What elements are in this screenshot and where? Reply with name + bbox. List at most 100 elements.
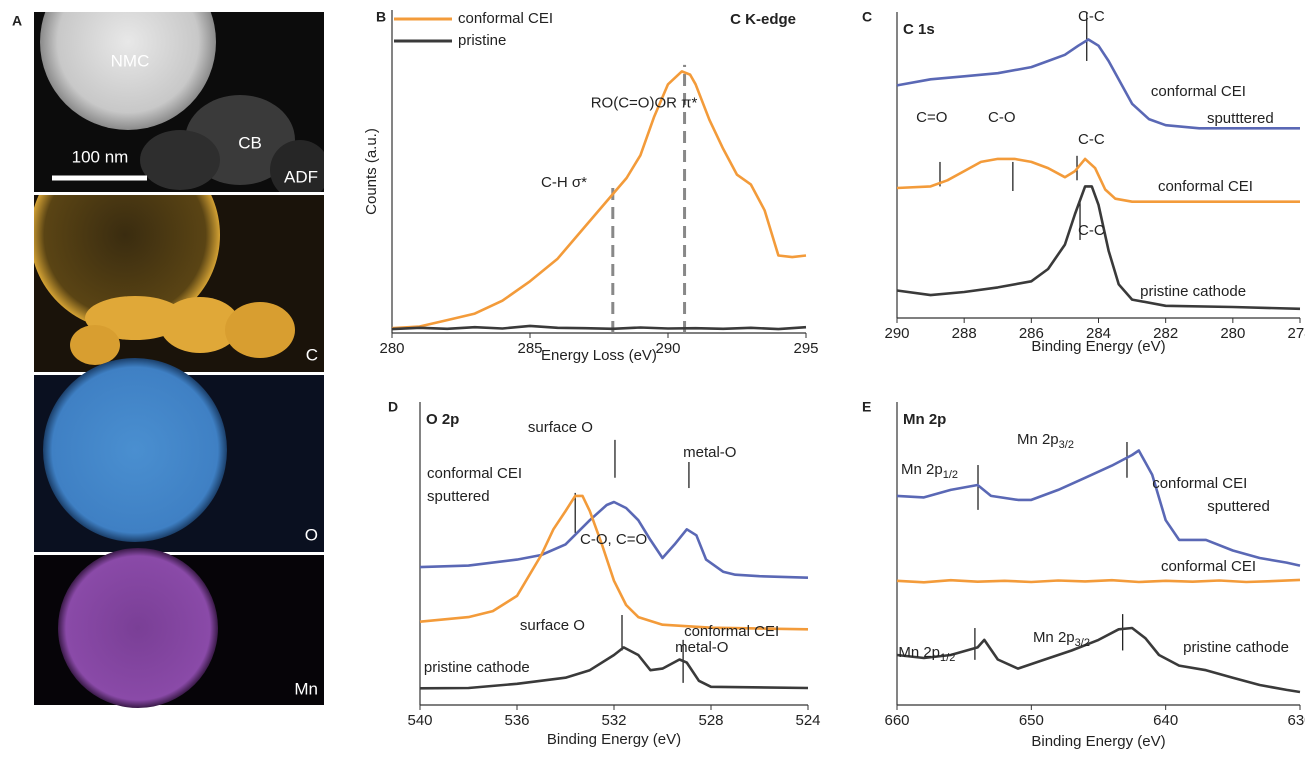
annotation-text: metal-O [675,639,728,656]
panel-label: B [376,9,386,25]
series-line [419,646,809,690]
x-tick-label: 650 [1019,712,1044,729]
x-tick-label: 282 [1153,325,1178,342]
annotation-text: pristine cathode [424,659,530,676]
annotation: conformal CEI [1151,83,1246,100]
annotation-text: pristine cathode [1140,283,1246,300]
annotation: pristine cathode [1183,639,1289,656]
annotation: C-O [988,109,1016,126]
annotation-text: C-H σ* [541,174,587,191]
x-tick-label: 640 [1153,712,1178,729]
annotation-text: sputtered [1207,498,1270,515]
panel-label: D [388,399,398,415]
annotation: conformal CEI [1158,178,1253,195]
annotation-text: conformal CEI [1152,475,1247,492]
x-tick-label: 536 [504,712,529,729]
x-tick-label: 532 [601,712,626,729]
x-tick-label: 524 [795,712,820,729]
panel-title: C 1s [903,21,935,38]
image-tiles [34,12,324,708]
annotation: C=O [916,109,947,126]
annotation-text: sputtered [427,488,490,505]
scale-label: 100 nm [72,147,129,166]
series-line [391,324,807,331]
series-line [896,626,1301,694]
annotation-text: Mn 2p [1017,431,1059,448]
legend-label: pristine [458,32,506,49]
image-annotation: NMC [111,51,150,70]
panel-label: E [862,399,871,415]
panel-title: C K-edge [730,11,796,28]
x-tick-label: 280 [1220,325,1245,342]
x-tick-label: 295 [793,340,818,357]
annotation-text: conformal CEI [1161,558,1256,575]
series-line [896,185,1301,311]
annotation-text: surface O [520,617,585,634]
o-particle [43,358,227,542]
annotation: pristine cathode [424,659,530,676]
annotation: C-C [1078,8,1105,25]
annotation-text: C=O [916,109,947,126]
tile-label: C [306,345,318,364]
annotation: sputtered [427,488,490,505]
x-axis-title: Binding Energy (eV) [547,731,681,748]
x-tick-label: 540 [407,712,432,729]
x-axis-title: Binding Energy (eV) [1031,733,1165,750]
annotation: conformal CEI [1152,475,1247,492]
annotation-text: Mn 2p [1033,629,1075,646]
annotation-text: sputttered [1207,110,1274,127]
annotation-text: metal-O [683,444,736,461]
annotation: C-C [1078,222,1105,239]
annotation: Mn 2p3/2 [1033,629,1090,649]
annotation-text: conformal CEI [684,623,779,640]
annotation-text: C-C [1078,131,1105,148]
annotation: sputttered [1207,110,1274,127]
annotation-text: conformal CEI [427,465,522,482]
tile-label: ADF [284,167,318,186]
annotation-text: conformal CEI [1151,83,1246,100]
annotation: Mn 2p1/2 [901,461,958,481]
annotation-subscript: 1/2 [940,652,955,664]
annotation: Mn 2p3/2 [1017,431,1074,451]
x-tick-label: 660 [884,712,909,729]
annotation-text: C-O, C=O [580,531,647,548]
panel-title: O 2p [426,411,459,428]
annotation-subscript: 3/2 [1075,637,1090,649]
x-tick-label: 630 [1287,712,1305,729]
annotation: sputtered [1207,498,1270,515]
annotation: conformal CEI [1161,558,1256,575]
annotation: metal-O [683,444,736,461]
annotation: C-H σ* [541,174,587,191]
image-annotation: CB [238,133,262,152]
panel-label: A [12,13,22,29]
annotation-text: Mn 2p [901,461,943,478]
panel-title: Mn 2p [903,411,946,428]
series-line [419,494,809,631]
series-line [896,578,1301,584]
x-tick-label: 286 [1019,325,1044,342]
c-image [34,195,295,365]
series-line [896,449,1301,567]
annotation-text: Mn 2p [898,644,940,661]
series-line [419,500,809,579]
annotation: surface O [520,617,585,634]
annotation: pristine cathode [1140,283,1246,300]
x-tick-label: 280 [379,340,404,357]
x-tick-label: 290 [655,340,680,357]
y-axis-title: Counts (a.u.) [363,128,380,215]
series-line [391,70,807,330]
annotation-text: pristine cathode [1183,639,1289,656]
annotation-text: conformal CEI [1158,178,1253,195]
series-line [896,38,1300,130]
tile-label: O [305,525,318,544]
x-tick-label: 278 [1287,325,1305,342]
annotation-text: RO(C=O)OR π* [591,95,698,112]
annotation-text: surface O [528,419,593,436]
series-line [896,157,1300,203]
x-tick-label: 290 [884,325,909,342]
annotation: C-C [1078,131,1105,148]
annotation: metal-O [675,639,728,656]
mn-particle [58,548,218,708]
annotation: surface O [528,419,593,436]
